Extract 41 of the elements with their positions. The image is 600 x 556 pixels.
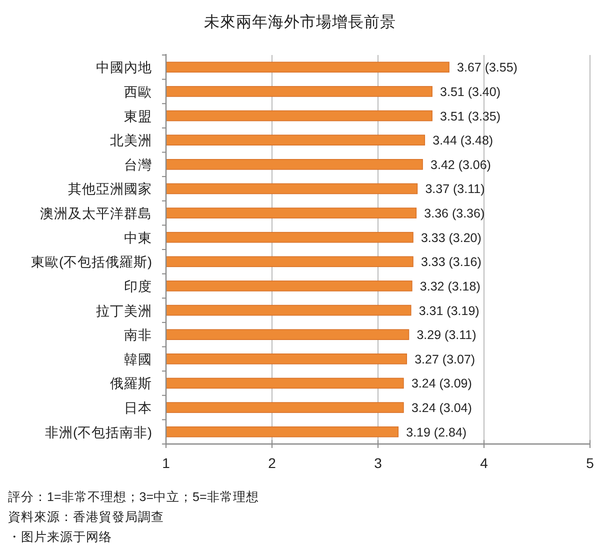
data-label: 3.33 (3.20): [420, 230, 482, 245]
category-label: 東盟: [124, 108, 152, 124]
category-label: 澳洲及太平洋群島: [40, 206, 152, 222]
category-label: 拉丁美洲: [96, 303, 152, 318]
data-label: 3.37 (3.11): [425, 182, 485, 196]
data-label: 3.27 (3.07): [414, 352, 476, 366]
annotation: ・图片来源于网络: [8, 530, 112, 544]
data-label: 3.36 (3.36): [424, 206, 485, 221]
data-label: 3.51 (3.40): [440, 84, 501, 99]
category-label: 中國內地: [96, 60, 152, 76]
tick-label: 3: [374, 455, 382, 471]
data-label: 3.19 (2.84): [406, 425, 467, 440]
category-label: 非洲(不包括南非): [45, 424, 152, 440]
category-label: 俄羅斯: [110, 376, 152, 392]
data-label: 3.67 (3.55): [457, 60, 518, 75]
tick-label: 2: [268, 455, 276, 471]
data-label: 3.29 (3.11): [416, 328, 476, 342]
annotation: 資料來源：香港貿發局調查: [8, 510, 164, 524]
tick-label: 1: [162, 455, 170, 471]
data-label: 3.24 (3.04): [411, 401, 472, 416]
data-label: 3.24 (3.09): [411, 376, 472, 391]
category-label: 南非: [124, 328, 152, 343]
data-label: 3.33 (3.16): [420, 255, 482, 270]
data-label: 3.31 (3.19): [418, 304, 480, 318]
tick-label: 4: [480, 455, 488, 471]
category-label: 西歐: [124, 84, 152, 100]
category-label: 其他亞洲國家: [68, 182, 152, 197]
tick-label: 5: [586, 455, 594, 471]
data-label: 3.32 (3.18): [420, 279, 480, 294]
category-label: 台灣: [124, 157, 152, 172]
category-label: 北美洲: [110, 133, 152, 148]
title: 未來兩年海外市場增長前景: [204, 14, 396, 31]
category-label: 日本: [124, 400, 152, 416]
category-label: 東歐(不包括俄羅斯): [31, 254, 152, 270]
category-label: 印度: [124, 278, 152, 294]
data-label: 3.44 (3.48): [432, 134, 494, 148]
annotation: 評分：1=非常不理想；3=中立；5=非常理想: [8, 490, 259, 504]
data-label: 3.51 (3.35): [440, 109, 501, 124]
category-label: 中東: [124, 230, 152, 246]
category-label: 韓國: [124, 352, 152, 367]
data-label: 3.42 (3.06): [430, 158, 491, 172]
